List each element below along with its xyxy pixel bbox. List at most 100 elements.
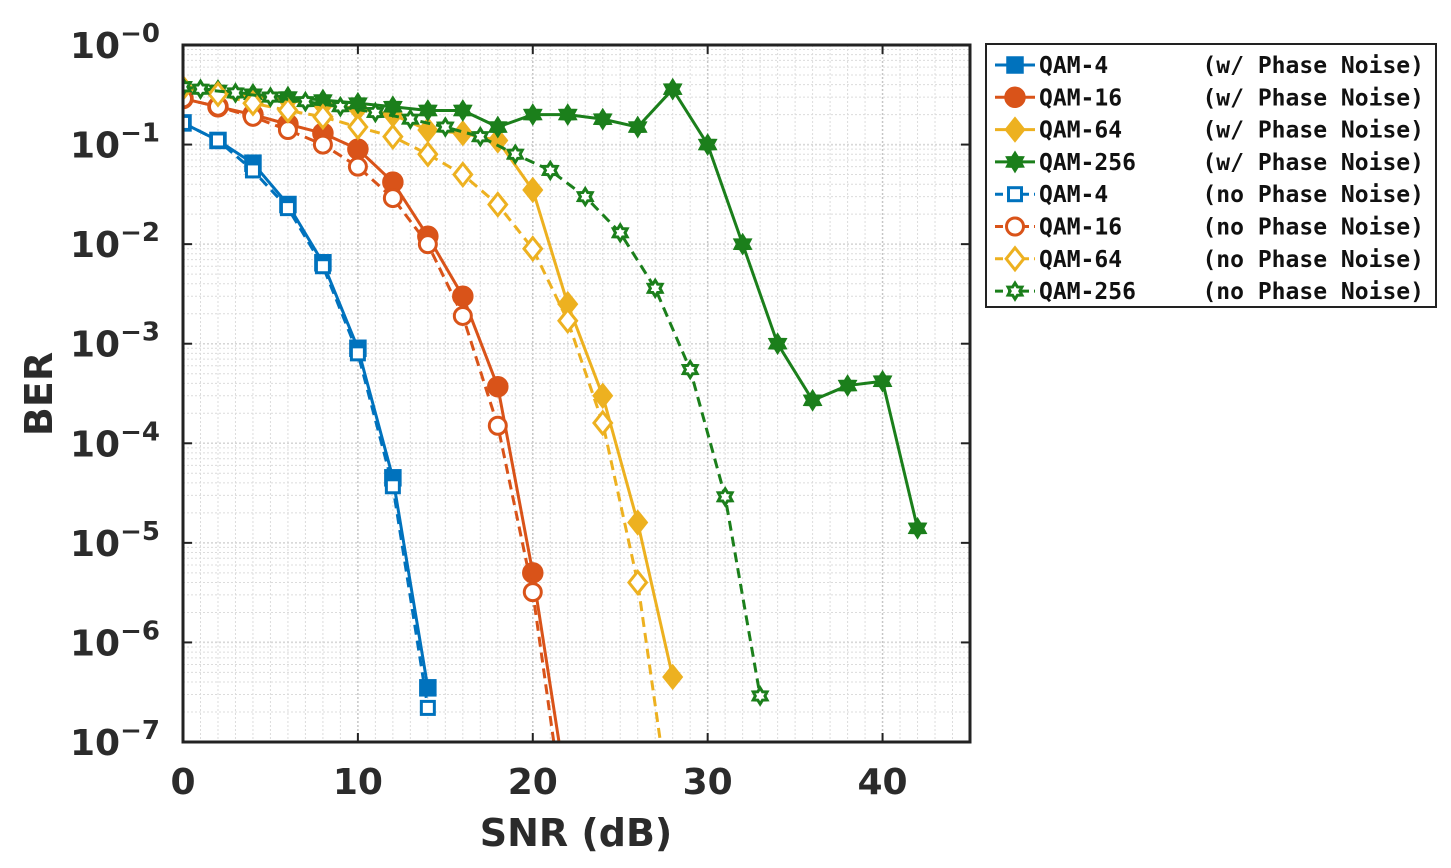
data-point-qam-64-no-phase-noise: [382, 123, 404, 151]
data-point-qam-256-no-phase-noise: [610, 221, 630, 244]
data-point-qam-256-with-phase-noise: [767, 332, 788, 356]
data-point-qam-4-with-phase-noise: [419, 679, 437, 697]
y-tick-exponent: −5: [120, 517, 160, 547]
legend-marker: [1004, 86, 1026, 109]
data-point-qam-16-no-phase-noise: [452, 305, 473, 326]
plot-frame: [181, 43, 972, 744]
legend-marker: [1005, 216, 1025, 237]
data-point-qam-64-no-phase-noise: [487, 191, 509, 218]
data-point-qam-16-with-phase-noise: [487, 375, 509, 398]
legend-label: QAM-64: [1039, 247, 1122, 273]
data-point-qam-256-with-phase-noise: [417, 99, 438, 122]
y-tick-base: 10: [70, 325, 120, 366]
y-tick-base: 10: [70, 524, 120, 565]
legend-note: (w/ Phase Noise): [1202, 150, 1424, 176]
data-point-qam-64-no-phase-noise: [592, 409, 614, 437]
data-point-qam-256-with-phase-noise: [557, 103, 578, 127]
data-point-qam-64-no-phase-noise: [417, 140, 439, 168]
legend-item-qam-256-no-phase-noise: QAM-256 (no Phase Noise): [995, 279, 1424, 305]
legend-item-qam-16-with-phase-noise: QAM-16 (w/ Phase Noise): [995, 85, 1424, 111]
legend-note: (w/ Phase Noise): [1202, 85, 1424, 111]
data-point-qam-256-no-phase-noise: [183, 76, 193, 98]
legend-note: (no Phase Noise): [1202, 215, 1424, 241]
data-point-qam-256-with-phase-noise: [522, 103, 543, 127]
legend-note: (w/ Phase Noise): [1202, 118, 1424, 144]
data-point-qam-256-no-phase-noise: [505, 143, 525, 166]
ticks: [182, 44, 970, 743]
y-tick-label: 10−7: [70, 716, 160, 764]
legend-item-qam-4-no-phase-noise: QAM-4 (no Phase Noise): [995, 182, 1424, 208]
y-tick-label: 10−2: [70, 218, 160, 266]
y-tick-label: 10−3: [70, 318, 160, 366]
data-point-qam-256-no-phase-noise: [540, 159, 560, 182]
data-point-qam-16-no-phase-noise: [312, 134, 333, 155]
y-tick-exponent: −1: [120, 119, 160, 149]
data-point-qam-256-with-phase-noise: [452, 99, 473, 122]
data-point-qam-256-no-phase-noise: [296, 90, 315, 113]
legend-label: QAM-16: [1039, 85, 1122, 111]
plot-background: [183, 45, 970, 742]
data-point-qam-64-no-phase-noise: [557, 307, 579, 335]
data-point-qam-256-with-phase-noise: [802, 388, 823, 412]
legend-item-qam-16-no-phase-noise: QAM-16 (no Phase Noise): [995, 215, 1424, 241]
y-tick-label: 10−0: [70, 19, 160, 67]
y-axis-label: BER: [17, 352, 61, 436]
data-point-qam-64-no-phase-noise: [242, 89, 264, 117]
data-point-qam-256-with-phase-noise: [697, 133, 718, 156]
data-point-qam-64-no-phase-noise: [312, 103, 334, 131]
legend-box: [985, 43, 1437, 308]
data-point-qam-16-no-phase-noise: [522, 582, 543, 603]
legend-marker: [1004, 116, 1026, 143]
legend-label: QAM-256: [1039, 279, 1136, 305]
y-tick-exponent: −0: [120, 19, 160, 49]
y-tick-base: 10: [70, 26, 120, 67]
series-layer: [183, 74, 928, 742]
x-tick-label: 20: [508, 762, 558, 803]
data-point-qam-4-no-phase-noise: [349, 345, 366, 362]
data-point-qam-4-no-phase-noise: [314, 258, 331, 275]
data-point-qam-256-no-phase-noise: [400, 108, 420, 130]
data-point-qam-64-no-phase-noise: [347, 113, 369, 141]
y-tick-exponent: −3: [120, 318, 160, 348]
data-point-qam-16-no-phase-noise: [347, 156, 368, 177]
y-tick-exponent: −4: [120, 417, 160, 447]
y-tick-base: 10: [70, 126, 120, 167]
data-point-qam-64-no-phase-noise: [626, 569, 649, 596]
data-point-qam-4-no-phase-noise: [209, 132, 226, 149]
data-point-qam-256-no-phase-noise: [331, 95, 350, 118]
data-point-qam-64-with-phase-noise: [592, 382, 614, 409]
y-tick-label: 10−1: [70, 119, 160, 167]
data-point-qam-16-with-phase-noise: [347, 138, 369, 160]
legend: QAM-4 (w/ Phase Noise) QAM-16 (w/ Phase Noi…: [985, 43, 1437, 308]
legend-marker: [1004, 245, 1026, 273]
data-point-qam-4-no-phase-noise: [279, 200, 296, 217]
data-point-qam-16-no-phase-noise: [417, 234, 438, 255]
data-point-qam-256-no-phase-noise: [365, 101, 385, 124]
x-tick-label: 10: [333, 762, 383, 803]
data-point-qam-256-no-phase-noise: [645, 277, 665, 300]
data-point-qam-4-no-phase-noise: [244, 162, 261, 179]
data-point-qam-256-no-phase-noise: [261, 86, 280, 108]
data-point-qam-256-no-phase-noise: [750, 685, 770, 707]
data-point-qam-256-with-phase-noise: [837, 374, 858, 397]
x-tick-labels: 0 10 20 30 40: [170, 762, 907, 803]
series-qam-16-no-phase-noise: [183, 88, 556, 742]
data-point-qam-256-with-phase-noise: [348, 91, 368, 115]
series-qam-4-no-phase-noise: [183, 114, 436, 716]
legend-note: (no Phase Noise): [1202, 247, 1424, 273]
legend-label: QAM-256: [1039, 150, 1136, 176]
data-point-qam-256-with-phase-noise: [872, 369, 893, 393]
legend-item-qam-4-with-phase-noise: QAM-4 (w/ Phase Noise): [995, 53, 1424, 79]
x-tick-label: 40: [858, 762, 908, 803]
data-point-qam-256-no-phase-noise: [191, 78, 210, 101]
data-point-qam-64-with-phase-noise: [487, 127, 509, 154]
data-point-qam-256-with-phase-noise: [627, 115, 648, 139]
data-point-qam-64-with-phase-noise: [522, 176, 544, 204]
data-point-qam-256-no-phase-noise: [435, 116, 455, 138]
legend-label: QAM-16: [1039, 215, 1122, 241]
x-tick-label: 30: [683, 762, 733, 803]
data-point-qam-256-no-phase-noise: [715, 485, 735, 508]
legend-marker: [1005, 150, 1025, 174]
data-point-qam-256-no-phase-noise: [470, 125, 490, 148]
y-tick-labels: 10−010−110−210−310−410−510−610−7: [70, 19, 160, 764]
